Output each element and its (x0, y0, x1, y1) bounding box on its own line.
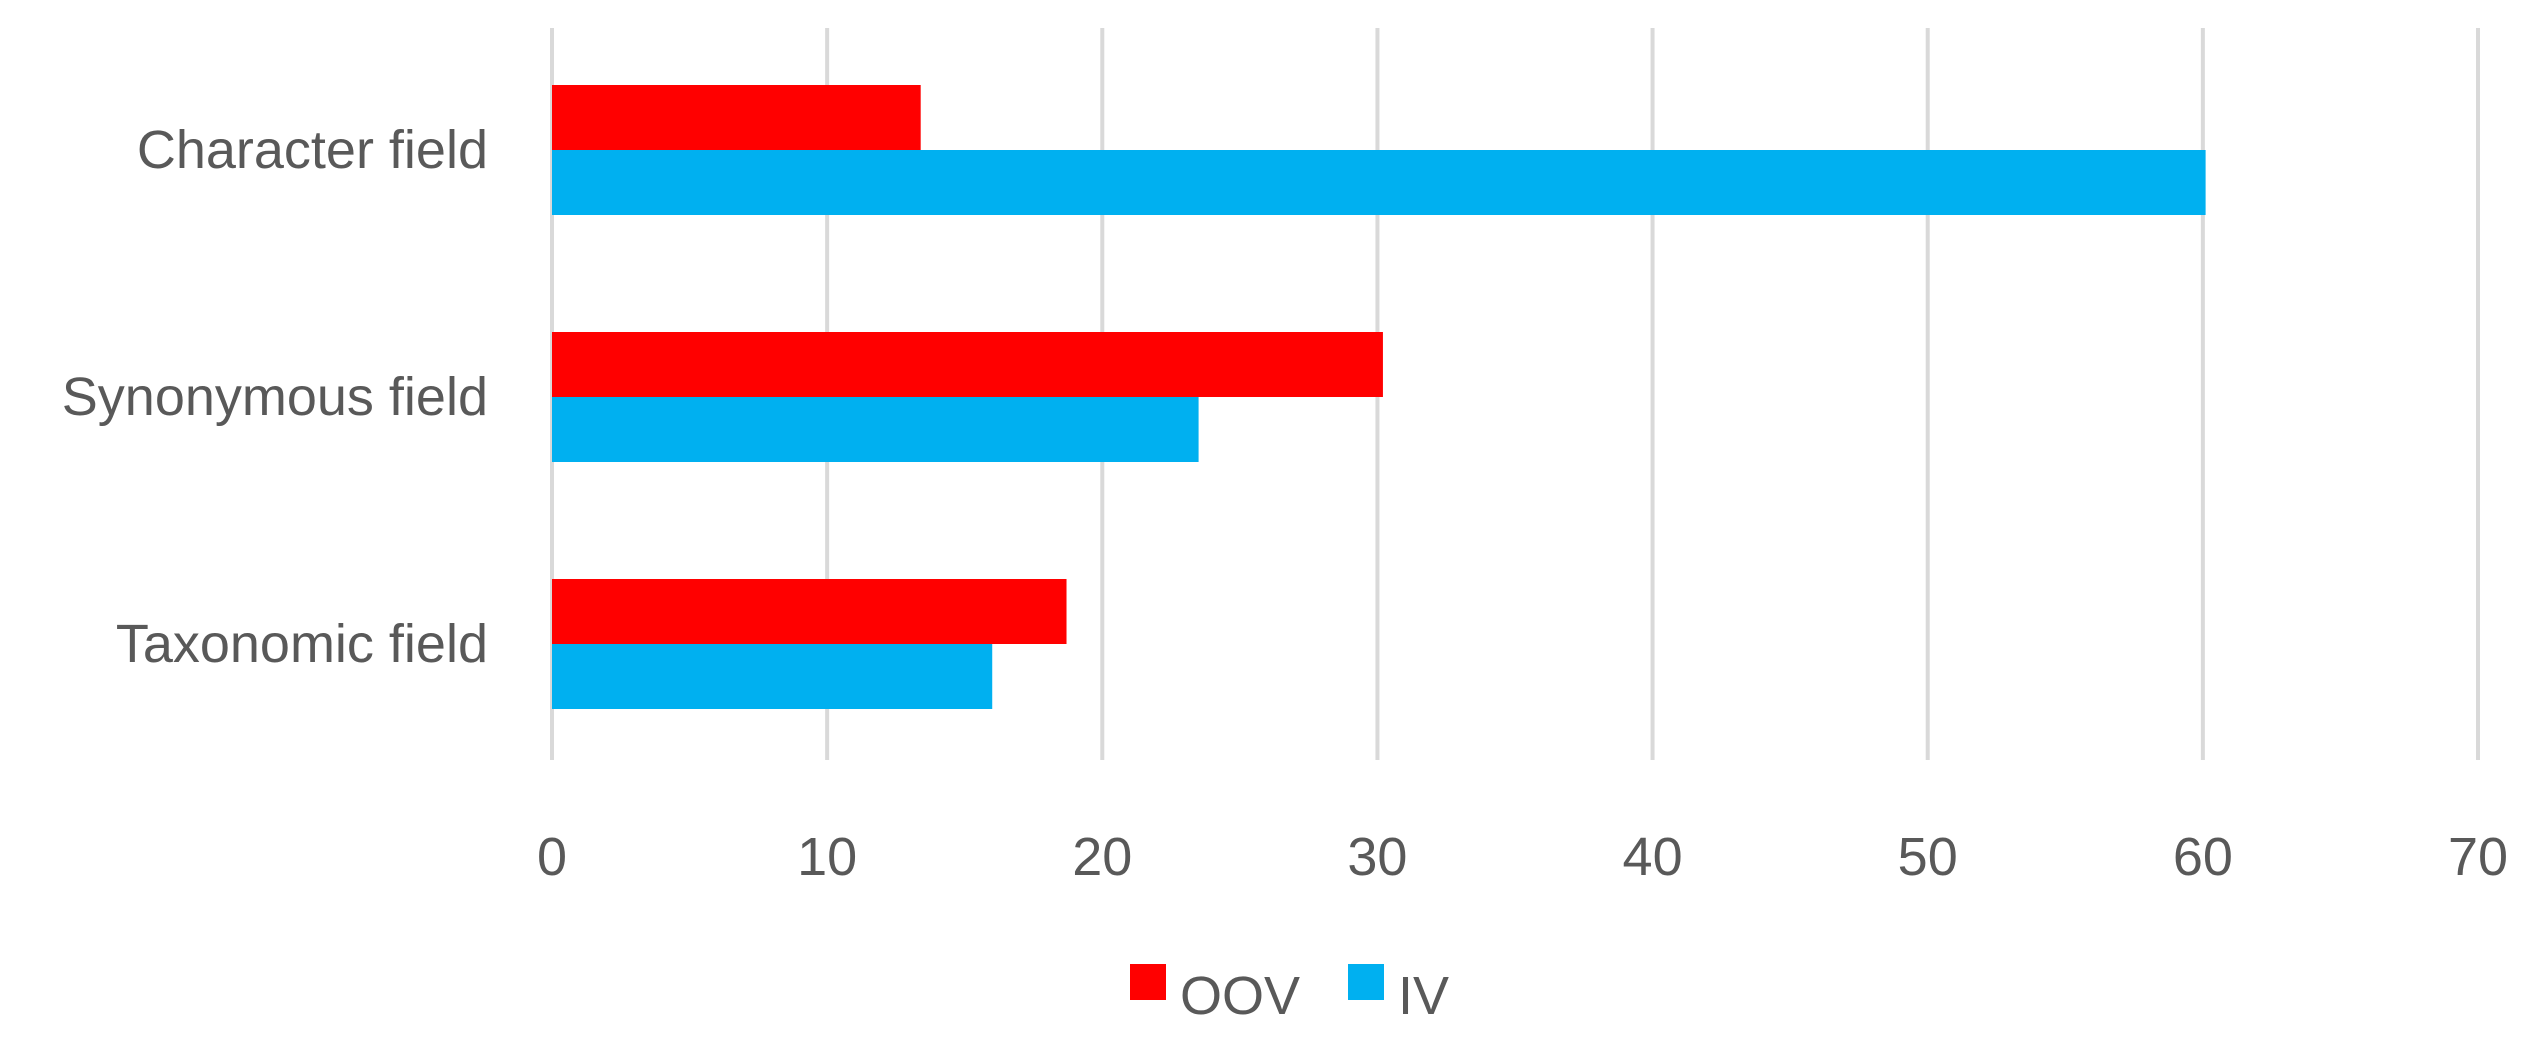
bar-iv-synonymous-field (552, 397, 1199, 462)
category-label: Taxonomic field (116, 614, 488, 674)
x-tick-label: 70 (2448, 827, 2508, 887)
x-tick-label: 20 (1072, 827, 1132, 887)
category-label: Synonymous field (62, 367, 488, 427)
legend-swatch-oov (1130, 964, 1166, 1000)
x-tick-label: 40 (1623, 827, 1683, 887)
bars (552, 85, 2206, 709)
x-tick-label: 0 (537, 827, 567, 887)
bar-oov-character-field (552, 85, 921, 150)
legend-label-oov: OOV (1180, 966, 1300, 1026)
x-tick-label: 60 (2173, 827, 2233, 887)
x-tick-label: 10 (797, 827, 857, 887)
bar-iv-character-field (552, 150, 2206, 215)
legend-swatch-iv (1348, 964, 1384, 1000)
bar-oov-synonymous-field (552, 332, 1383, 397)
category-labels: Character field Synonymous field Taxonomic… (62, 120, 488, 674)
bar-iv-taxonomic-field (552, 644, 993, 709)
category-label: Character field (137, 120, 488, 180)
legend-label-iv: IV (1398, 966, 1449, 1026)
x-tick-label: 30 (1347, 827, 1407, 887)
legend: OOV IV (1130, 964, 1449, 1026)
x-tick-labels: 0 10 20 30 40 50 60 70 (537, 827, 2508, 887)
bar-oov-taxonomic-field (552, 579, 1067, 644)
x-tick-label: 50 (1898, 827, 1958, 887)
